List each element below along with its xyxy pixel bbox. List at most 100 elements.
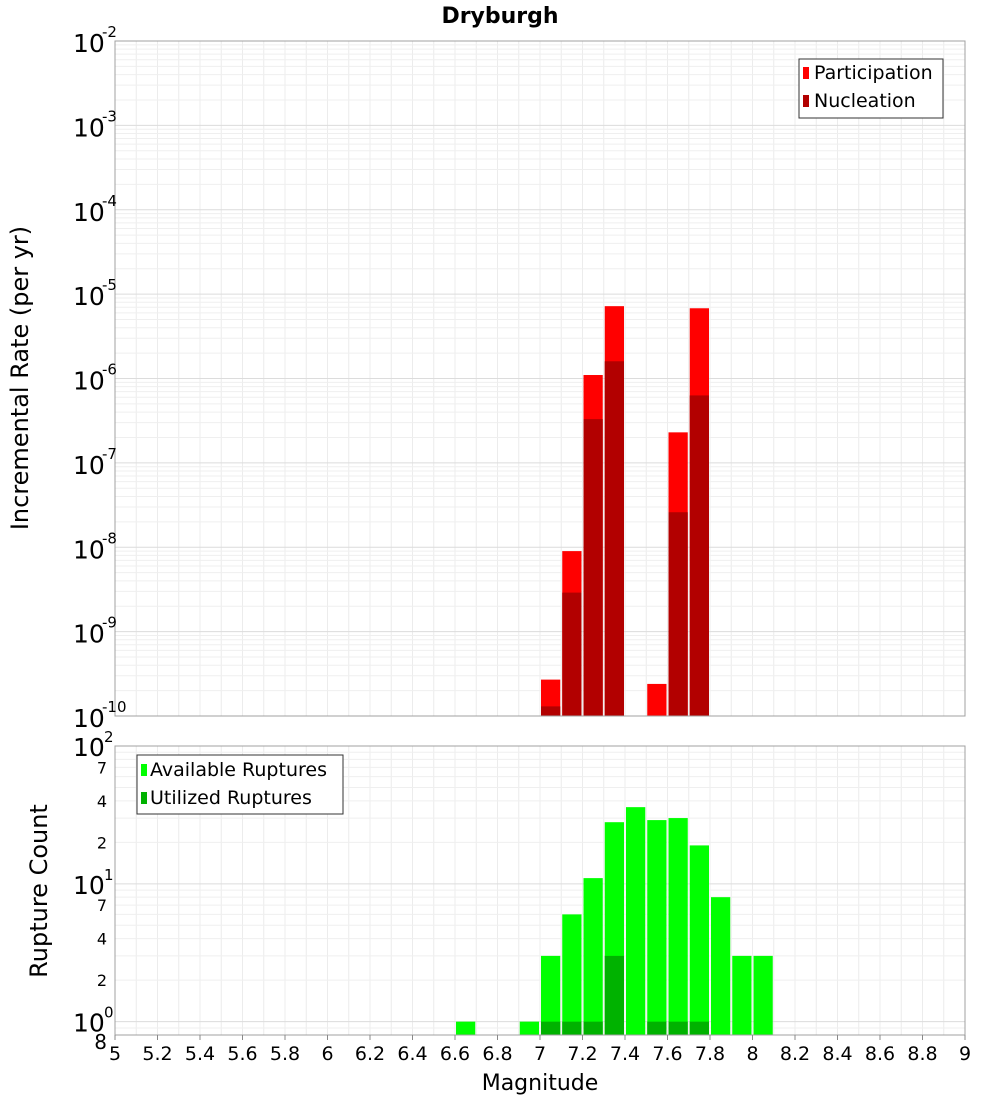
count-bar-a-7_75 xyxy=(689,845,709,1035)
x-tick-label: 7 xyxy=(534,1043,546,1065)
legend-label-available-ruptures: Available Ruptures xyxy=(150,759,327,781)
legend-swatch-nucleation xyxy=(803,95,809,107)
x-tick-label: 6.4 xyxy=(397,1043,427,1065)
y-tick-label: 10 xyxy=(73,733,105,762)
count-bar-a-7_25 xyxy=(583,878,603,1035)
count-bar-a-6_65 xyxy=(456,1021,476,1035)
x-tick-label: 8.6 xyxy=(865,1043,895,1065)
x-tick-label: 7.8 xyxy=(695,1043,725,1065)
rate-bar-b-7_15 xyxy=(562,592,582,716)
legend-swatch-utilized-ruptures xyxy=(141,792,147,804)
top-legend-box xyxy=(798,58,944,119)
bottom-grid xyxy=(114,745,966,1036)
rate-bar-b-7_35 xyxy=(604,361,624,716)
legend-swatch-available-ruptures xyxy=(141,764,147,776)
x-tick-label: 8.2 xyxy=(780,1043,810,1065)
rate-bar-b-7_25 xyxy=(583,419,603,716)
bottom-legend: Available Ruptures Utilized Ruptures xyxy=(136,754,344,815)
count-bar-b-7_65 xyxy=(668,1021,688,1035)
y-tick-label: 10 xyxy=(73,451,105,480)
count-bar-b-7_55 xyxy=(647,1021,667,1035)
y-tick-exponent: -10 xyxy=(102,698,127,716)
y-tick-label: 10 xyxy=(73,367,105,396)
bottom-y-axis-label: Rupture Count xyxy=(25,804,53,978)
rate-bar-b-7_65 xyxy=(668,512,688,716)
y-tick-label: 10 xyxy=(73,704,105,733)
chart-title: Dryburgh xyxy=(441,4,558,29)
y-tick-exponent: -9 xyxy=(102,614,117,632)
x-tick-label: 8 xyxy=(746,1043,758,1065)
rate-bar-a-7_55 xyxy=(647,683,667,716)
x-tick-label: 6.6 xyxy=(440,1043,470,1065)
count-bar-b-7_05 xyxy=(541,1021,561,1035)
legend-label-nucleation: Nucleation xyxy=(814,90,916,112)
rate-bar-b-7_05 xyxy=(541,706,561,716)
x-tick-label: 6 xyxy=(321,1043,333,1065)
count-bar-b-7_75 xyxy=(689,1021,709,1035)
legend-label-utilized-ruptures: Utilized Ruptures xyxy=(150,787,312,809)
x-tick-label: 5.8 xyxy=(270,1043,300,1065)
top-y-axis-label: Incremental Rate (per yr) xyxy=(6,226,34,530)
y-tick-label: 10 xyxy=(73,113,105,142)
x-tick-label: 6.2 xyxy=(355,1043,385,1065)
count-bar-a-7_65 xyxy=(668,818,688,1035)
x-tick-label: 5.2 xyxy=(142,1043,172,1065)
count-bar-a-7_95 xyxy=(732,955,752,1035)
y-tick-label: 8 xyxy=(94,1030,107,1054)
y-tick-exponent: -8 xyxy=(102,529,117,547)
y-tick-label: 4 xyxy=(97,792,107,811)
x-axis-ticks: 5 5.2 5.4 5.6 5.8 6 6.2 6.4 6.6 6.8 7 7.2 7.4 7.6 7.8 8… xyxy=(109,1035,971,1065)
y-tick-label: 10 xyxy=(73,29,105,58)
y-tick-label: 10 xyxy=(73,535,105,564)
top-legend: Participation Nucleation xyxy=(798,58,944,119)
x-tick-label: 7.4 xyxy=(610,1043,640,1065)
x-tick-label: 5.6 xyxy=(227,1043,257,1065)
y-tick-label: 4 xyxy=(97,930,107,949)
y-tick-exponent: -5 xyxy=(102,276,117,294)
x-tick-label: 7.2 xyxy=(567,1043,597,1065)
y-tick-exponent: -3 xyxy=(102,107,117,125)
y-tick-exponent: 0 xyxy=(104,1004,114,1022)
x-tick-label: 7.6 xyxy=(652,1043,682,1065)
y-tick-exponent: -2 xyxy=(102,23,117,41)
y-tick-exponent: 2 xyxy=(104,728,114,746)
y-tick-label: 10 xyxy=(73,871,105,900)
rate-bar-b-7_75 xyxy=(689,395,709,716)
y-tick-exponent: 1 xyxy=(104,866,114,884)
bottom-bars xyxy=(456,807,773,1035)
x-axis-label: Magnitude xyxy=(482,1071,599,1096)
count-bar-a-7_05 xyxy=(541,955,561,1035)
x-tick-label: 8.4 xyxy=(822,1043,852,1065)
y-tick-label: 10 xyxy=(73,198,105,227)
y-tick-exponent: -7 xyxy=(102,445,117,463)
y-tick-label: 10 xyxy=(73,1009,105,1038)
count-bar-a-7_55 xyxy=(647,820,667,1035)
bottom-legend-box xyxy=(136,754,344,815)
x-tick-label: 9 xyxy=(959,1043,971,1065)
x-tick-label: 5.4 xyxy=(185,1043,215,1065)
count-bar-a-8_05 xyxy=(753,955,773,1035)
y-tick-exponent: -4 xyxy=(102,192,117,210)
count-bar-a-6_95 xyxy=(519,1021,539,1035)
top-plot-frame xyxy=(114,40,966,717)
y-tick-label: 2 xyxy=(97,833,107,852)
count-bar-a-7_45 xyxy=(626,807,646,1035)
y-tick-label: 7 xyxy=(97,896,107,915)
count-bar-b-7_15 xyxy=(562,1021,582,1035)
top-bars xyxy=(541,306,709,716)
legend-label-participation: Participation xyxy=(814,62,933,84)
count-bar-a-7_15 xyxy=(562,914,582,1035)
legend-swatch-participation xyxy=(803,67,809,79)
top-grid xyxy=(114,40,966,717)
x-tick-label: 6.8 xyxy=(482,1043,512,1065)
count-bar-b-7_25 xyxy=(583,1021,603,1035)
y-tick-label: 10 xyxy=(73,620,105,649)
y-tick-label: 7 xyxy=(97,758,107,777)
y-tick-exponent: -6 xyxy=(102,361,117,379)
y-tick-label: 2 xyxy=(97,971,107,990)
